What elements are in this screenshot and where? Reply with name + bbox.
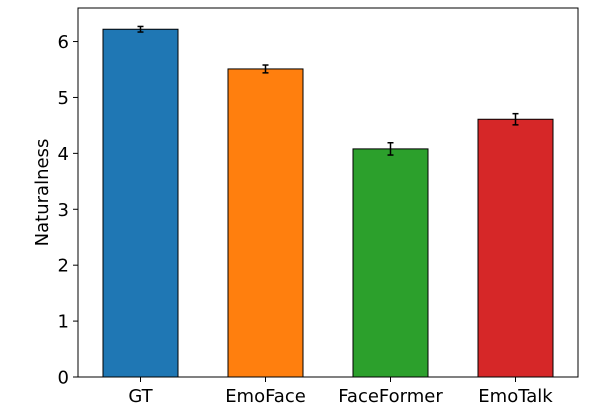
error-bar-emotalk bbox=[512, 112, 519, 126]
x-tick-label: EmoFace bbox=[225, 386, 306, 407]
bar-faceformer bbox=[352, 148, 429, 378]
x-tick-label: FaceFormer bbox=[338, 386, 443, 407]
y-axis: 0 1 2 3 4 5 6 bbox=[58, 32, 78, 389]
y-axis-label: Naturalness bbox=[32, 139, 53, 247]
x-axis: GT EmoFace FaceFormer EmoTalk bbox=[128, 377, 553, 407]
y-tick-label: 1 bbox=[58, 312, 69, 333]
bar-gt bbox=[102, 28, 179, 378]
x-tick-label: EmoTalk bbox=[478, 386, 553, 407]
plot-frame bbox=[77, 7, 579, 378]
y-tick-label: 5 bbox=[58, 88, 69, 109]
x-tick-label: GT bbox=[128, 386, 153, 407]
y-tick-label: 0 bbox=[58, 368, 69, 389]
y-tick-label: 3 bbox=[58, 200, 69, 221]
error-bar-gt bbox=[137, 25, 144, 33]
y-tick-label: 4 bbox=[58, 144, 69, 165]
y-tick-label: 6 bbox=[58, 32, 69, 53]
bars-layer bbox=[102, 28, 554, 378]
error-bars-layer bbox=[137, 25, 519, 156]
y-tick-label: 2 bbox=[58, 256, 69, 277]
bar-emotalk bbox=[477, 118, 554, 378]
error-bar-emoface bbox=[262, 64, 269, 74]
error-bar-faceformer bbox=[387, 141, 394, 156]
bar-emoface bbox=[227, 68, 304, 378]
